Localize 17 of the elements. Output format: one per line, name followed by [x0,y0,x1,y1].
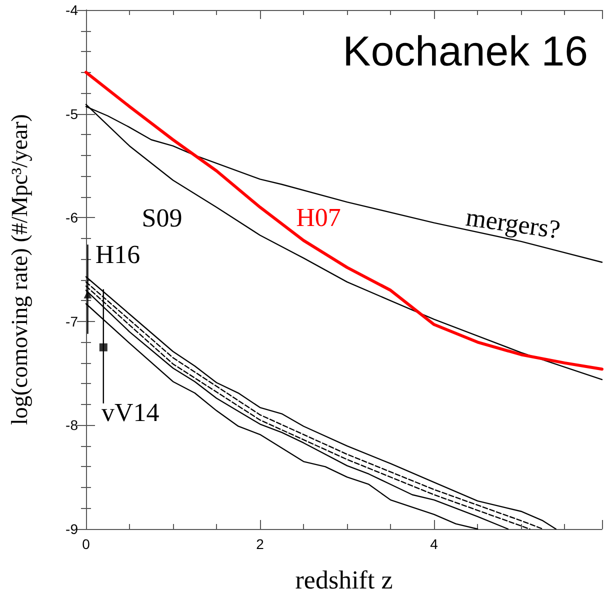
series-label: H16 [95,240,140,269]
x-tick-label: 4 [430,536,438,552]
x-tick-label: 2 [256,536,264,552]
y-tick-label: -5 [66,106,78,122]
text: mergers? [464,202,562,244]
chart-title: Kochanek 16 [342,28,588,74]
y-tick-label: -9 [66,521,78,537]
series-label: vV14 [102,398,160,427]
y-tick-label: -7 [66,313,78,330]
y-axis-title: log(comoving rate) (#/Mpc³/year) [7,114,32,425]
series-label: S09 [142,204,182,233]
y-tick-label: -6 [66,210,78,226]
y-tick-label: -4 [66,2,78,18]
y-tick-label: -8 [66,417,78,434]
series-label: H07 [296,202,341,232]
x-axis-title: redshift z [295,566,393,594]
x-tick-label: 0 [82,536,90,552]
